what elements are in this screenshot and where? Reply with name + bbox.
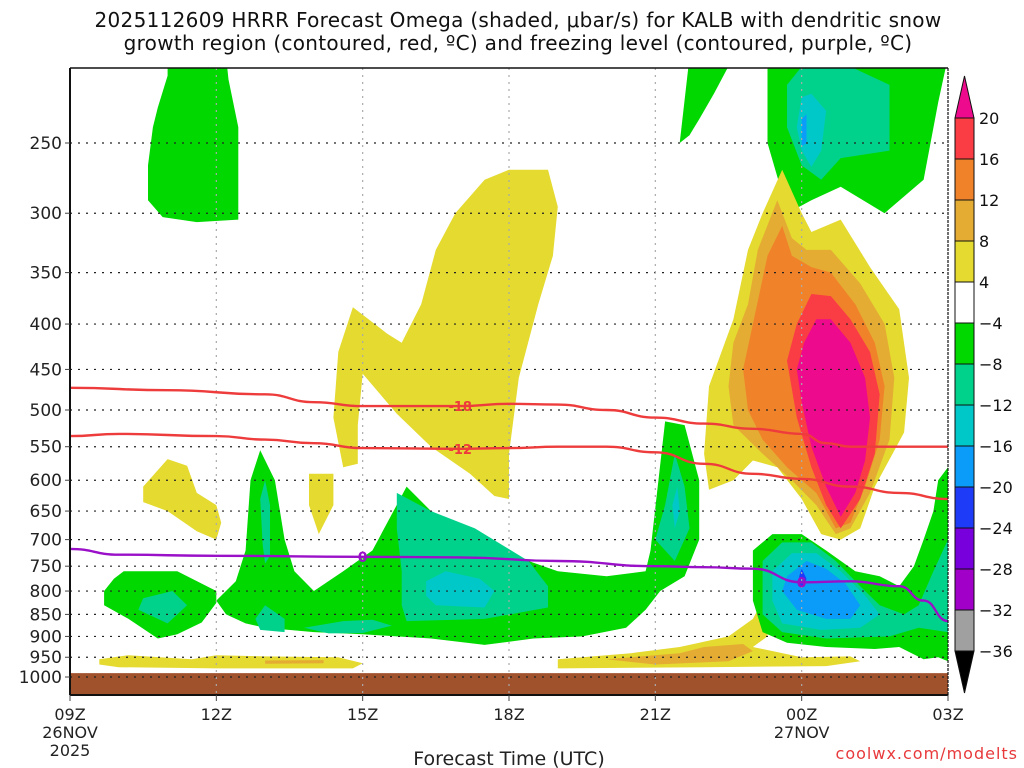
- descent-region: [309, 473, 334, 535]
- y-tick-label: 300: [30, 204, 62, 224]
- colorbar-swatch: [954, 568, 975, 611]
- contour-label: -18: [448, 400, 472, 415]
- colorbar-swatch: [954, 486, 975, 529]
- x-tick-label: 12Z: [201, 705, 232, 724]
- y-tick-label: 650: [30, 502, 62, 522]
- y-tick-label: 800: [30, 582, 62, 602]
- colorbar-label: −8: [979, 355, 1003, 374]
- colorbar-label: −24: [979, 519, 1013, 538]
- y-tick-label: 600: [30, 471, 62, 491]
- credit-link[interactable]: coolwx.com/modelts: [836, 744, 1018, 763]
- y-tick-label: 900: [30, 627, 62, 647]
- descent-region: [143, 459, 222, 540]
- ascent-core: [672, 486, 680, 529]
- x-tick-sublabel: 2025: [50, 741, 91, 760]
- x-tick-label: 21Z: [640, 705, 671, 724]
- colorbar-label: −32: [979, 601, 1013, 620]
- ascent-core: [255, 605, 285, 633]
- y-tick-label: 700: [30, 531, 62, 551]
- ascent-core: [260, 480, 270, 564]
- x-tick-label: 09Z: [54, 705, 85, 724]
- y-tick-label: 500: [30, 401, 62, 421]
- y-tick-label: 850: [30, 605, 62, 625]
- contour-line-0: [70, 547, 948, 623]
- contour-line-minus18: [70, 386, 948, 448]
- colorbar-label: −12: [979, 396, 1013, 415]
- ascent-region: [148, 68, 239, 223]
- chart-title-line-1: 2025112609 HRRR Forecast Omega (shaded, …: [94, 8, 942, 32]
- colorbar-swatch: [954, 322, 975, 365]
- x-tick-label: 03Z: [932, 705, 963, 724]
- x-axis-title: Forecast Time (UTC): [413, 748, 604, 768]
- ascent-core: [655, 453, 690, 561]
- y-tick-label: 950: [30, 648, 62, 668]
- descent-max: [796, 319, 870, 517]
- ascent-core: [801, 114, 807, 147]
- colorbar-cap-top: [954, 75, 975, 119]
- colorbar-swatch: [954, 158, 975, 201]
- contour-label: -12: [448, 443, 472, 458]
- descent-core: [606, 644, 753, 665]
- y-tick-label: 550: [30, 438, 62, 458]
- y-tick-label: 750: [30, 557, 62, 577]
- descent-core: [265, 660, 324, 664]
- y-tick-label: 250: [30, 134, 62, 154]
- colorbar-label: −28: [979, 560, 1013, 579]
- x-tick-label: 18Z: [493, 705, 524, 724]
- colorbar-cap-bottom: [954, 650, 975, 694]
- colorbar-legend: 20 16 12 8 4 −4 −8 −12 −16 −20 −24 −28 −32 −36: [954, 75, 1013, 694]
- colorbar-label: −4: [979, 314, 1003, 333]
- colorbar-label: 4: [979, 273, 989, 292]
- line-contours: -18 -12 0 0: [70, 386, 948, 623]
- ascent-core: [796, 93, 827, 167]
- colorbar-swatch: [954, 117, 975, 160]
- x-tick-sublabel: 26NOV: [42, 723, 98, 742]
- y-tick-label: 1000: [19, 668, 62, 688]
- colorbar-label: 8: [979, 232, 989, 251]
- omega-shaded-contours: [99, 68, 948, 669]
- colorbar-label: 20: [979, 109, 999, 128]
- colorbar-swatch: [954, 363, 975, 406]
- colorbar-label: −36: [979, 642, 1013, 661]
- colorbar-swatch: [954, 404, 975, 447]
- colorbar-swatch: [954, 199, 975, 242]
- contour-line-minus12: [70, 432, 948, 501]
- x-tick-label: 15Z: [347, 705, 378, 724]
- colorbar-swatch: [954, 445, 975, 488]
- descent-region: [333, 169, 558, 500]
- colorbar-label: −20: [979, 478, 1013, 497]
- colorbar-label: 12: [979, 191, 999, 210]
- colorbar-swatch: [954, 281, 975, 324]
- colorbar-label: 16: [979, 150, 999, 169]
- contour-label: 0: [358, 550, 368, 566]
- colorbar-swatch: [954, 527, 975, 570]
- colorbar-label: −16: [979, 437, 1013, 456]
- x-tick-sublabel: 27NOV: [774, 723, 830, 742]
- colorbar-swatch: [954, 609, 975, 652]
- ascent-core: [426, 571, 495, 608]
- y-axis: 2503003504004505005506006507007508008509…: [19, 134, 70, 688]
- ascent-region: [679, 68, 728, 143]
- y-tick-label: 400: [30, 315, 62, 335]
- contour-label: 0: [797, 575, 807, 591]
- y-tick-label: 350: [30, 264, 62, 284]
- chart-title-line-2: growth region (contoured, red, ºC) and f…: [123, 31, 913, 55]
- ascent-core: [138, 591, 188, 624]
- ascent-core: [304, 619, 392, 634]
- descent-region: [99, 655, 363, 669]
- colorbar-swatch: [954, 240, 975, 283]
- y-tick-label: 450: [30, 360, 62, 380]
- x-tick-label: 00Z: [786, 705, 817, 724]
